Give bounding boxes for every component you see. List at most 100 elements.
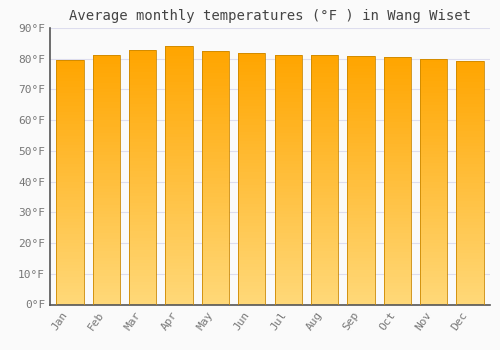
Bar <box>166 237 192 240</box>
Bar <box>56 286 84 289</box>
Bar <box>92 120 120 124</box>
Bar <box>456 177 483 180</box>
Bar <box>274 286 302 289</box>
Bar <box>348 75 374 78</box>
Bar <box>274 64 302 67</box>
Bar <box>274 164 302 167</box>
Bar <box>238 163 266 166</box>
Bar <box>166 53 192 56</box>
Bar <box>202 216 229 219</box>
Bar <box>311 248 338 251</box>
Bar <box>238 254 266 257</box>
Bar <box>348 143 374 146</box>
Bar <box>384 289 411 292</box>
Bar <box>56 250 84 252</box>
Bar <box>238 53 266 304</box>
Bar <box>311 223 338 226</box>
Bar <box>56 194 84 197</box>
Bar <box>274 83 302 86</box>
Bar <box>311 173 338 176</box>
Bar <box>129 193 156 196</box>
Bar <box>166 134 192 137</box>
Bar <box>420 234 448 237</box>
Bar <box>456 94 483 97</box>
Bar <box>92 155 120 158</box>
Bar <box>311 292 338 295</box>
Bar <box>92 270 120 273</box>
Bar <box>202 177 229 181</box>
Bar <box>456 164 483 167</box>
Bar <box>420 114 448 117</box>
Bar <box>238 176 266 179</box>
Bar <box>348 193 374 196</box>
Bar <box>238 62 266 65</box>
Bar <box>202 247 229 251</box>
Bar <box>384 181 411 184</box>
Bar <box>202 197 229 200</box>
Bar <box>92 242 120 245</box>
Bar <box>456 91 483 95</box>
Bar <box>92 301 120 304</box>
Bar <box>92 58 120 61</box>
Bar <box>384 150 411 153</box>
Bar <box>274 205 302 208</box>
Bar <box>238 251 266 254</box>
Bar <box>456 152 483 155</box>
Bar <box>311 130 338 133</box>
Bar <box>129 196 156 200</box>
Bar <box>311 133 338 136</box>
Bar <box>384 274 411 276</box>
Bar <box>420 163 448 166</box>
Bar <box>384 119 411 122</box>
Bar <box>348 56 374 60</box>
Bar <box>166 269 192 272</box>
Bar <box>202 270 229 273</box>
Bar <box>384 271 411 274</box>
Bar <box>202 203 229 206</box>
Bar <box>420 283 448 286</box>
Bar <box>166 191 192 195</box>
Bar <box>384 202 411 205</box>
Bar <box>56 63 84 66</box>
Bar <box>348 190 374 193</box>
Bar <box>92 239 120 242</box>
Bar <box>274 55 302 58</box>
Bar <box>238 179 266 182</box>
Bar <box>92 276 120 280</box>
Bar <box>311 83 338 86</box>
Bar <box>92 254 120 258</box>
Bar <box>238 144 266 147</box>
Bar <box>311 251 338 254</box>
Bar <box>274 264 302 267</box>
Bar <box>311 236 338 239</box>
Bar <box>166 220 192 224</box>
Bar <box>348 243 374 246</box>
Bar <box>238 260 266 264</box>
Bar <box>202 51 229 304</box>
Bar <box>56 60 84 63</box>
Bar <box>456 174 483 177</box>
Bar <box>348 81 374 84</box>
Bar <box>456 271 483 274</box>
Bar <box>166 285 192 288</box>
Bar <box>56 185 84 188</box>
Bar <box>348 252 374 255</box>
Bar <box>348 146 374 149</box>
Bar <box>202 60 229 63</box>
Bar <box>92 127 120 130</box>
Bar <box>202 155 229 159</box>
Bar <box>92 295 120 298</box>
Bar <box>384 63 411 66</box>
Bar <box>420 209 448 212</box>
Bar <box>348 295 374 298</box>
Bar <box>238 91 266 94</box>
Bar <box>166 146 192 150</box>
Bar <box>420 271 448 274</box>
Bar <box>274 208 302 211</box>
Bar <box>129 136 156 139</box>
Bar <box>166 117 192 121</box>
Bar <box>420 74 448 77</box>
Bar <box>274 74 302 77</box>
Bar <box>420 292 448 295</box>
Bar <box>420 258 448 261</box>
